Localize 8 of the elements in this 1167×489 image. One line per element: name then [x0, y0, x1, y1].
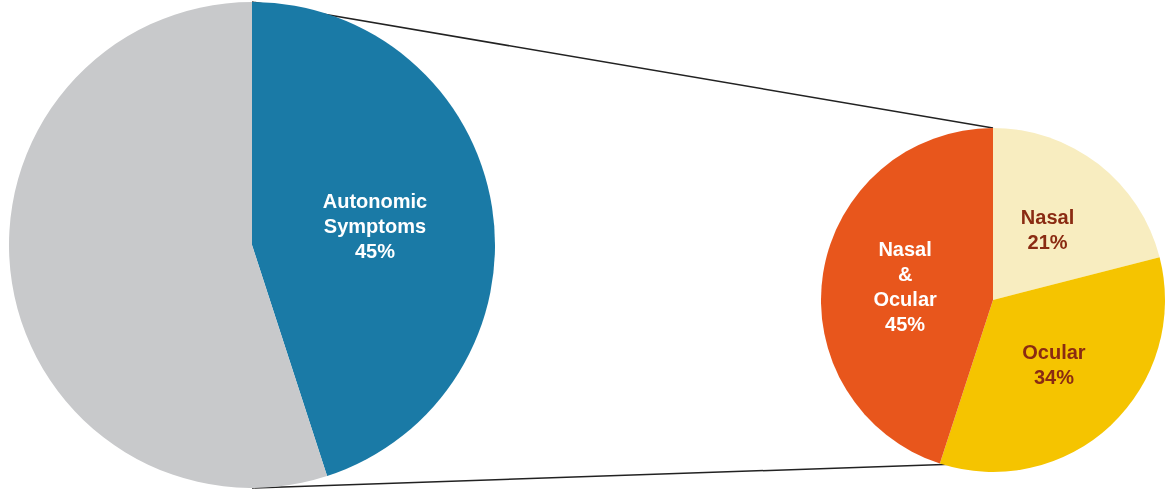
slice-label: Nasal — [1020, 206, 1075, 229]
slice-label: Autonomic Symptoms — [322, 189, 428, 237]
data-label: 45% — [354, 239, 396, 262]
data-label: 21% — [1027, 231, 1068, 254]
data-label: 34% — [1033, 366, 1075, 389]
slice-label: Nasal & Ocular — [873, 237, 937, 310]
slice-label: Ocular — [1022, 341, 1086, 364]
data-label: 45% — [885, 312, 926, 335]
